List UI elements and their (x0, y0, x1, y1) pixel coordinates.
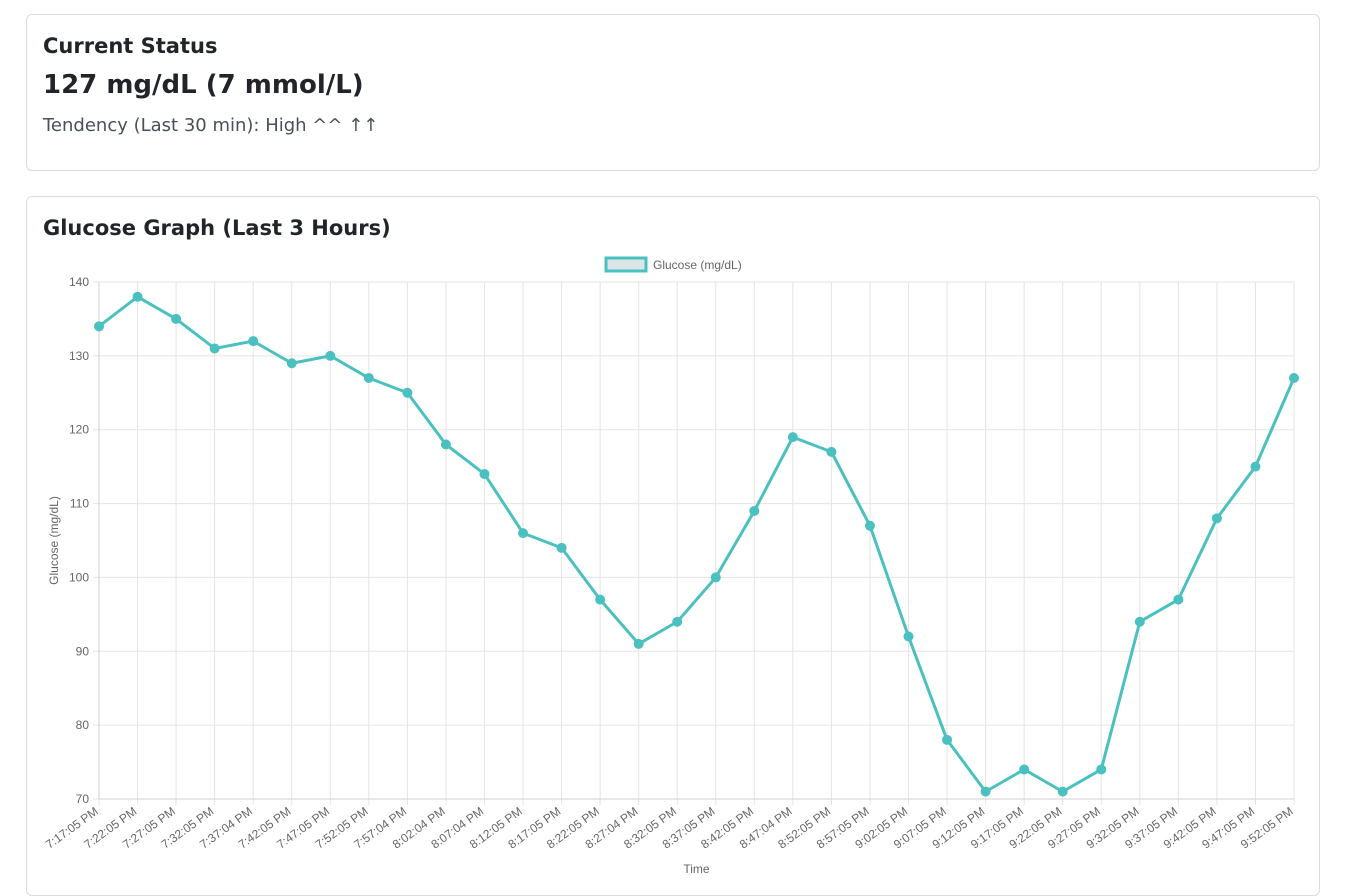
data-point (479, 469, 490, 480)
status-title: Current Status (43, 34, 218, 58)
legend-swatch (604, 256, 648, 273)
tendency-text: Tendency (Last 30 min): High ^^ ↑↑ (43, 115, 379, 136)
y-tick-label: 100 (69, 570, 89, 584)
data-point (1096, 764, 1107, 775)
data-point (325, 350, 336, 361)
data-point (1173, 594, 1184, 605)
data-point (1134, 616, 1145, 627)
data-point (864, 520, 875, 531)
data-point (980, 786, 991, 797)
graph-title: Glucose Graph (Last 3 Hours) (43, 216, 391, 240)
legend-label: Glucose (mg/dL) (653, 258, 742, 272)
y-tick-label: 80 (76, 718, 90, 732)
y-axis-title: Glucose (mg/dL) (47, 496, 61, 585)
data-point (1019, 764, 1030, 775)
glucose-series-line (98, 295, 1296, 794)
y-tick-label: 110 (70, 497, 89, 511)
glucose-current-value: 127 mg/dL (7 mmol/L) (43, 70, 364, 100)
data-point (556, 542, 567, 553)
y-tick-label: 140 (69, 275, 89, 289)
x-axis-title: Time (683, 862, 710, 876)
data-point (94, 321, 104, 332)
y-tick-label: 120 (69, 423, 89, 437)
data-point (248, 336, 259, 347)
data-point (942, 734, 953, 745)
data-point (826, 446, 837, 457)
data-point (787, 432, 798, 443)
data-point (1057, 786, 1068, 797)
data-point (710, 572, 721, 583)
y-tick-label: 70 (76, 792, 90, 806)
data-point (1211, 513, 1222, 524)
glucose-graph-card: Glucose Graph (Last 3 Hours) (26, 196, 1320, 896)
data-point (132, 291, 143, 302)
current-status-card: Current Status 127 mg/dL (7 mmol/L) Tend… (26, 14, 1320, 171)
data-point (286, 358, 297, 369)
data-point (402, 387, 413, 398)
data-point (903, 631, 914, 642)
data-point (1250, 461, 1261, 472)
data-point (633, 638, 644, 649)
y-tick-label: 90 (76, 644, 90, 658)
data-point (440, 439, 451, 450)
data-point (1289, 373, 1299, 384)
y-tick-label: 130 (69, 349, 89, 363)
data-point (171, 313, 182, 324)
data-point (209, 343, 220, 354)
data-point (518, 528, 529, 539)
data-point (595, 594, 606, 605)
data-point (363, 373, 374, 384)
data-point (749, 505, 760, 516)
data-point (672, 616, 683, 627)
